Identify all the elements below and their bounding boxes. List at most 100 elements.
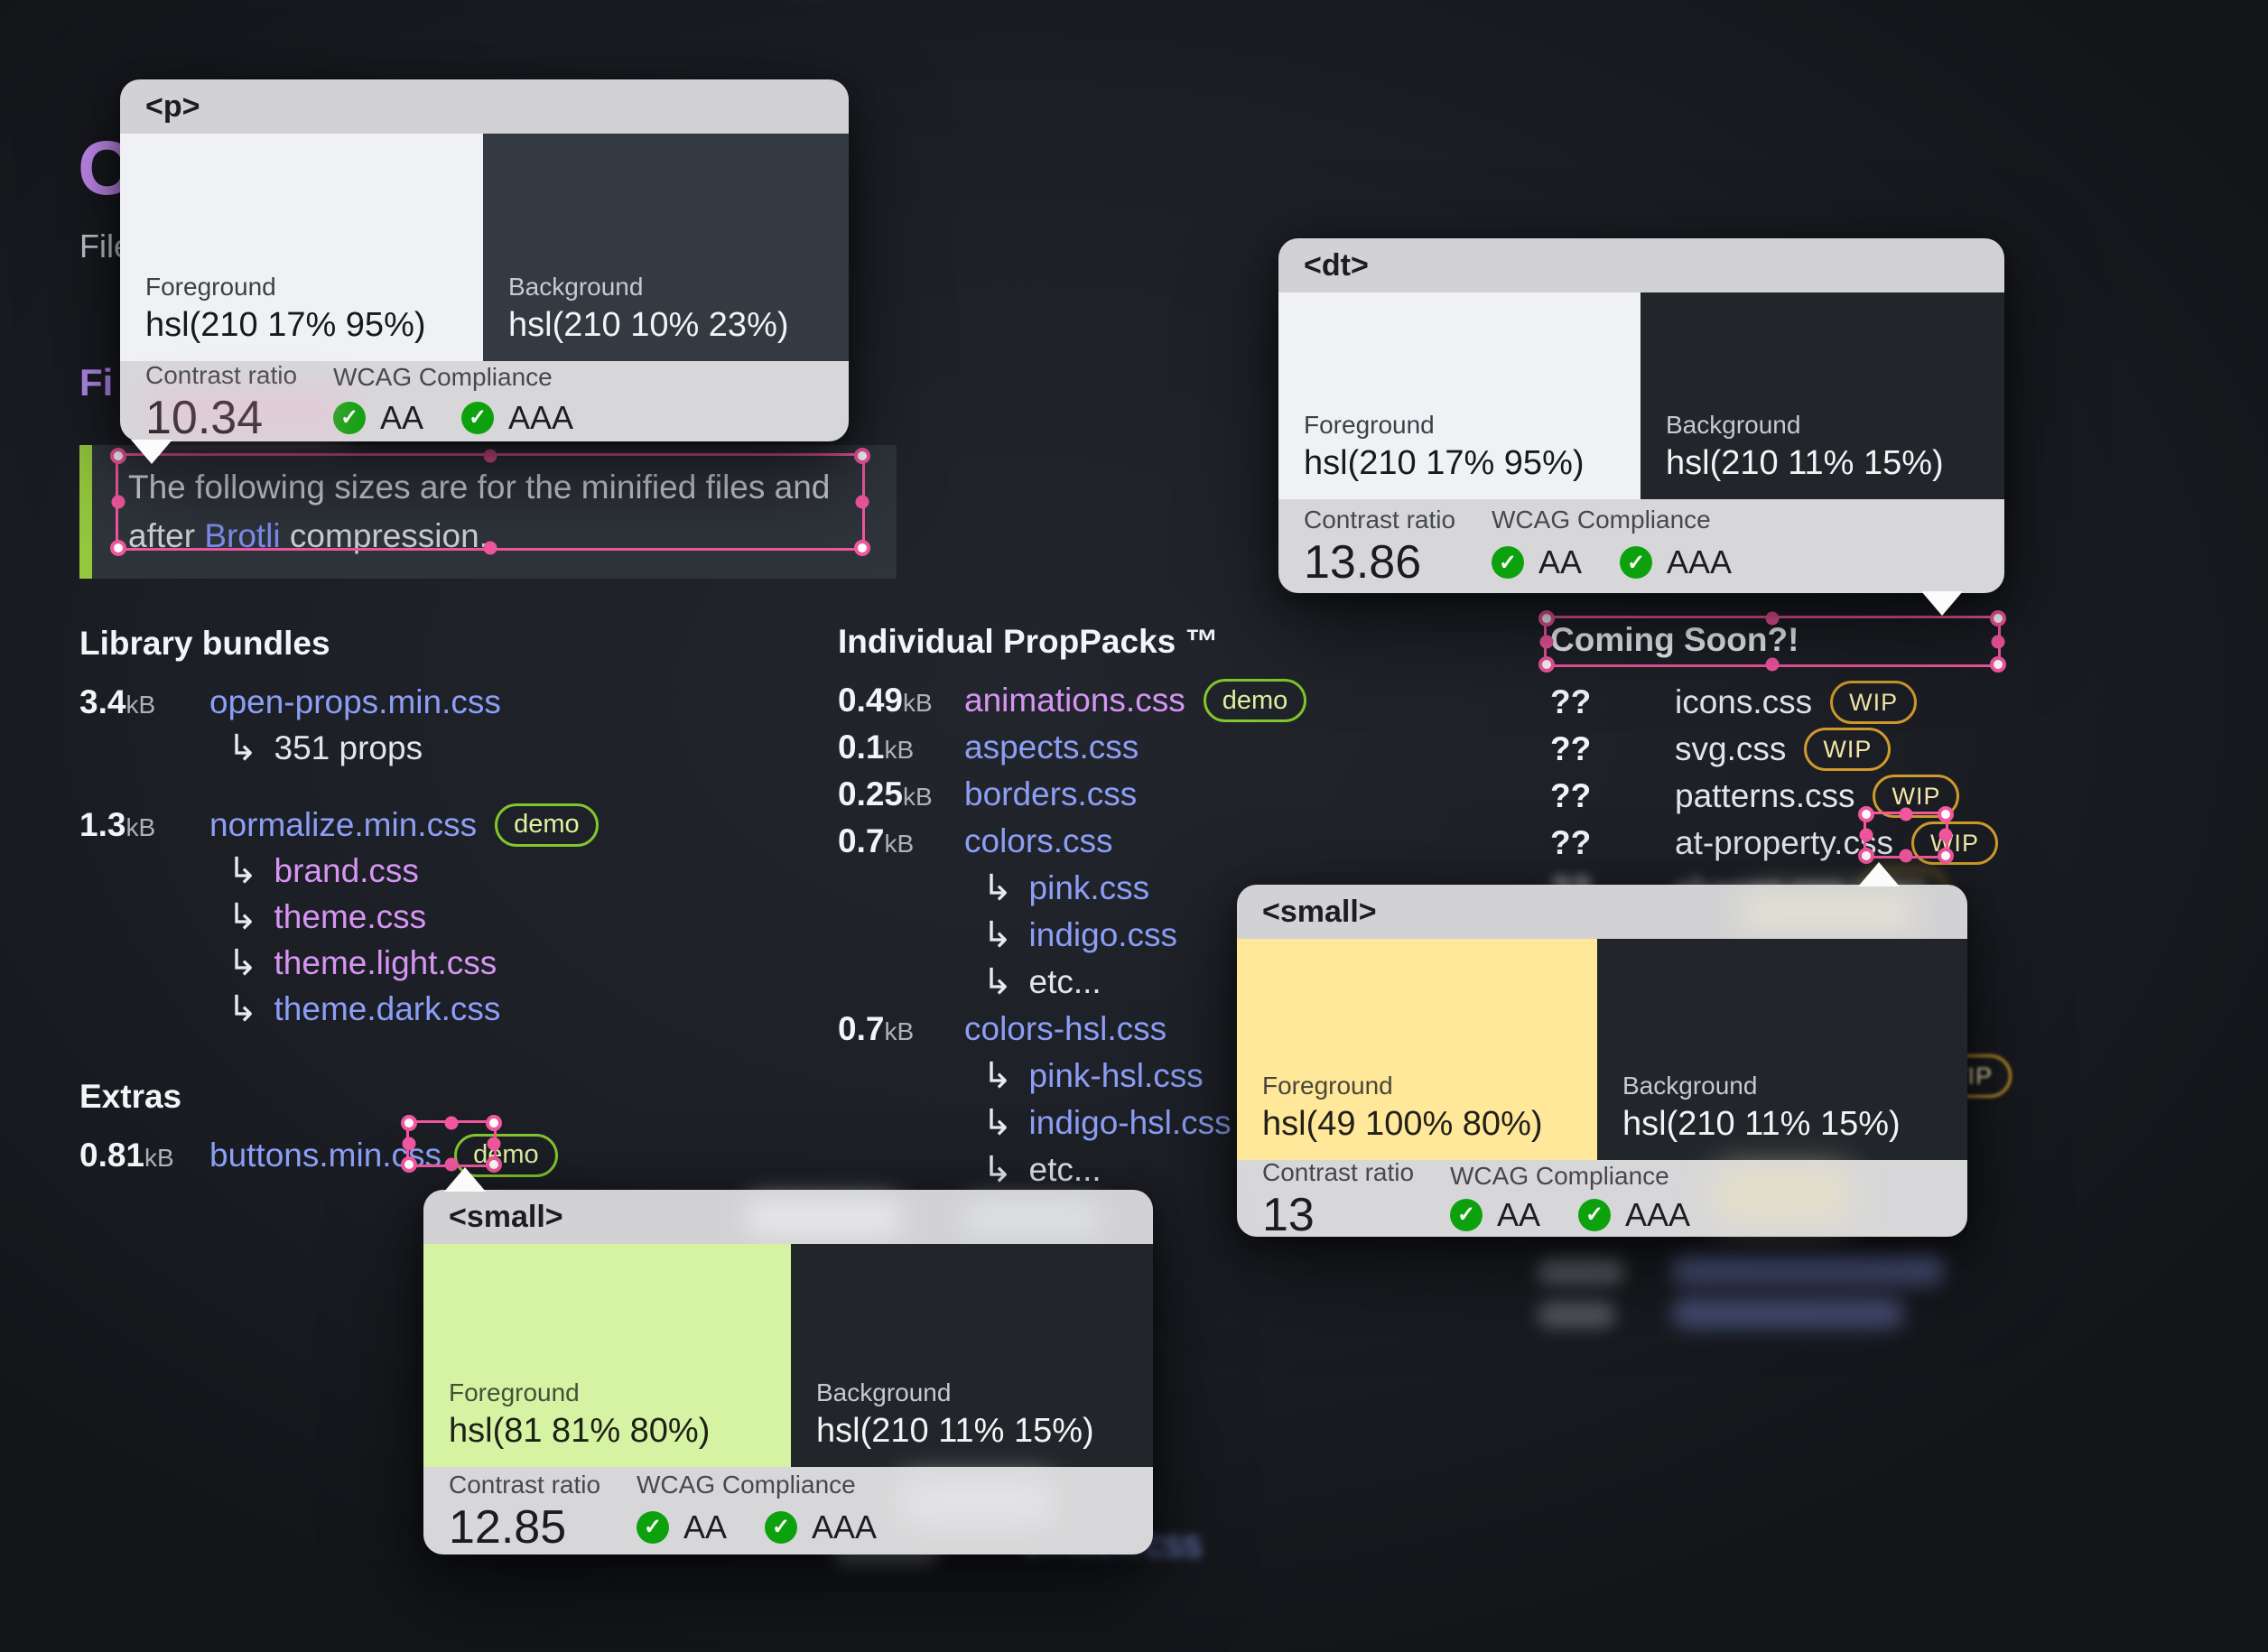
file-size: 0.7 — [838, 1010, 885, 1047]
selection-overlay-paragraph — [110, 448, 870, 556]
library-bundles-heading: Library bundles — [79, 625, 330, 662]
file-row: 0.81kB buttons.min.css demo — [79, 1132, 558, 1178]
file-link-normalize[interactable]: normalize.min.css — [209, 805, 478, 843]
file-row: 0.25kB borders.css — [838, 771, 1306, 818]
hook-arrow-icon: ↳ — [982, 1056, 1013, 1096]
selection-handle — [401, 1156, 417, 1173]
proppacks-heading: Individual PropPacks ™ — [838, 623, 1219, 660]
file-name-at-property: at-property.css — [1675, 824, 1893, 861]
file-row: ?? icons.css WIP — [1550, 679, 1998, 726]
file-link-borders[interactable]: borders.css — [964, 775, 1138, 812]
blurred-link-text — [1672, 1254, 1943, 1285]
file-link-indigo-hsl[interactable]: indigo-hsl.css — [1028, 1104, 1232, 1141]
file-link-indigo[interactable]: indigo.css — [1028, 916, 1178, 953]
check-icon: ✓ — [1492, 546, 1524, 579]
note-blockquote: The following sizes are for the minified… — [79, 445, 897, 579]
selection-handle — [1990, 610, 2006, 626]
file-link-pink[interactable]: pink.css — [1028, 869, 1150, 906]
tooltip-tag: <small> — [449, 1199, 563, 1234]
file-size: 0.49 — [838, 682, 904, 719]
selection-handle — [1538, 610, 1555, 626]
unknown-size: ?? — [1550, 730, 1592, 767]
wcag-aaa: AAA — [812, 1508, 878, 1545]
file-size-unit: kB — [884, 1017, 915, 1045]
hook-arrow-icon: ↳ — [228, 728, 258, 768]
file-link-aspects[interactable]: aspects.css — [964, 729, 1139, 766]
file-name-patterns: patterns.css — [1675, 777, 1855, 814]
file-link-theme-dark[interactable]: theme.dark.css — [274, 989, 501, 1027]
demo-badge[interactable]: demo — [454, 1133, 558, 1177]
file-link-open-props[interactable]: open-props.min.css — [209, 682, 501, 720]
file-link-theme-light[interactable]: theme.light.css — [274, 943, 497, 981]
file-size-unit: kB — [903, 783, 933, 811]
blurred-content — [747, 1201, 900, 1235]
wcag-aa: AA — [683, 1508, 728, 1545]
contrast-ratio-label: Contrast ratio — [449, 1470, 601, 1499]
file-link-theme[interactable]: theme.css — [274, 897, 427, 935]
contrast-tooltip-small-green: <small> Foreground hsl(81 81% 80%) Backg… — [423, 1167, 1153, 1555]
hook-arrow-icon: ↳ — [982, 868, 1013, 908]
tooltip-tag: <dt> — [1304, 247, 1369, 283]
hook-arrow-icon: ↳ — [982, 915, 1013, 955]
check-icon: ✓ — [637, 1510, 669, 1544]
sub-row: ↳ indigo.css — [838, 912, 1306, 959]
foreground-label: Foreground — [1304, 411, 1435, 439]
sub-row: ↳ 351 props — [79, 725, 599, 771]
file-row: 0.7kB colors-hsl.css — [838, 1006, 1306, 1053]
selection-handle — [444, 1116, 459, 1130]
file-row: 0.1kB aspects.css — [838, 724, 1306, 771]
file-link-pink-hsl[interactable]: pink-hsl.css — [1028, 1057, 1204, 1094]
selection-handle — [487, 1137, 501, 1151]
coming-soon-heading: Coming Soon?! — [1550, 621, 1799, 658]
wcag-label: WCAG Compliance — [1492, 506, 1711, 534]
tooltip-tag: <small> — [1262, 894, 1377, 929]
contrast-ratio-label: Contrast ratio — [145, 360, 298, 389]
file-link-colors-hsl[interactable]: colors-hsl.css — [964, 1010, 1167, 1047]
extras-heading: Extras — [79, 1078, 182, 1115]
selection-handle — [1938, 806, 1954, 822]
selection-overlay-demo-badge — [401, 1115, 502, 1173]
etc-label: etc... — [1028, 1151, 1101, 1188]
wip-badge: WIP — [1873, 775, 1960, 818]
etc-label: etc... — [1028, 963, 1101, 1000]
check-icon: ✓ — [1620, 546, 1653, 579]
file-size: 0.25 — [838, 775, 904, 812]
foreground-label: Foreground — [1262, 1072, 1393, 1100]
background-swatch: Background hsl(210 11% 15%) — [1597, 939, 1967, 1160]
wcag-label: WCAG Compliance — [333, 363, 553, 391]
file-link-brand[interactable]: brand.css — [274, 851, 419, 889]
unknown-size: ?? — [1550, 777, 1592, 814]
tooltip-arrow — [444, 1167, 486, 1192]
selection-handle — [1938, 828, 1953, 842]
tooltip-arrow — [131, 440, 172, 464]
file-row: ?? at-property.css WIP — [1550, 820, 1998, 867]
file-row: 0.49kB animations.css demo — [838, 677, 1307, 724]
unknown-size: ?? — [1550, 683, 1592, 720]
demo-badge[interactable]: demo — [1203, 679, 1307, 722]
file-name-svg: svg.css — [1675, 730, 1787, 767]
file-link-animations[interactable]: animations.css — [964, 682, 1185, 719]
file-link-colors[interactable]: colors.css — [964, 822, 1113, 859]
demo-badge[interactable]: demo — [495, 803, 599, 847]
file-name-icons: icons.css — [1675, 683, 1813, 720]
wip-badge: WIP — [1830, 681, 1918, 724]
selection-handle — [1859, 828, 1873, 842]
foreground-swatch: Foreground hsl(49 100% 80%) — [1237, 939, 1597, 1160]
wcag-aa: AA — [1497, 1195, 1541, 1233]
selection-handle — [483, 449, 497, 463]
contrast-tooltip-small-yellow: <small> Foreground hsl(49 100% 80%) Back… — [1237, 862, 1967, 1241]
blurred-link-text — [1672, 1297, 1903, 1328]
sub-row: ↳ pink-hsl.css — [838, 1053, 1306, 1100]
check-icon: ✓ — [333, 401, 366, 434]
sub-row: ↳ etc... — [838, 1146, 1306, 1193]
selection-handle — [110, 540, 126, 556]
wip-badge: WIP — [1910, 821, 1998, 865]
blurred-size-text — [1538, 1301, 1615, 1328]
file-row: 0.7kB colors.css — [838, 818, 1306, 865]
selection-handle — [111, 495, 125, 509]
hook-arrow-icon: ↳ — [228, 850, 258, 891]
section-heading-file-sizes: Fi — [79, 361, 114, 404]
foreground-label: Foreground — [449, 1378, 580, 1406]
hook-arrow-icon: ↳ — [228, 896, 258, 937]
selection-handle — [1858, 806, 1874, 822]
